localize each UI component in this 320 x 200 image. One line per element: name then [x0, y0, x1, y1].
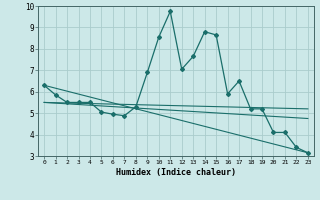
X-axis label: Humidex (Indice chaleur): Humidex (Indice chaleur)	[116, 168, 236, 177]
